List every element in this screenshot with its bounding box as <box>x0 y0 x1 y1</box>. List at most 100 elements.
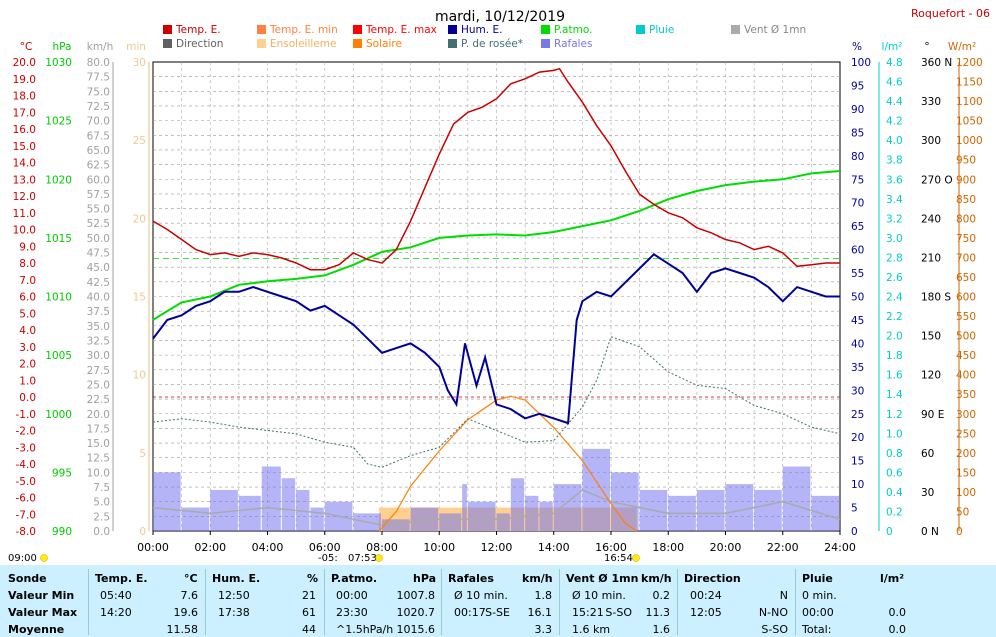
tick-hum: 100 <box>851 57 871 69</box>
tick-dir: 210 <box>921 252 941 264</box>
tick-rain: 4.2 <box>886 116 903 128</box>
tick-hum: 10 <box>851 479 864 491</box>
rafales-bar <box>553 484 582 531</box>
tick-hum: 20 <box>851 432 864 444</box>
summary-raf-v: 1.8 <box>534 589 553 602</box>
tick-wind: 12.5 <box>87 453 110 465</box>
tick-wind: 22.5 <box>87 394 110 406</box>
tick-hum: 75 <box>851 174 864 186</box>
tick-rain: 2.4 <box>886 292 903 304</box>
sunrise-time: 07:53 <box>348 553 377 564</box>
tick-solar: 1200 <box>956 57 983 69</box>
tick-wind: 57.5 <box>87 189 110 201</box>
time-tick: 20:00 <box>710 541 742 554</box>
tick-pressure: 1030 <box>45 57 72 69</box>
legend-swatch <box>257 39 266 48</box>
rafales-bar <box>181 507 210 531</box>
legend-swatch <box>448 39 457 48</box>
sun-times: 09:00 -05: 07:53 16:54 <box>8 553 640 564</box>
rafales-bar <box>467 501 496 531</box>
time-tick: 06:00 <box>309 541 341 554</box>
tick-dir: 0 N <box>921 526 939 538</box>
tick-pressure: 1020 <box>45 174 72 186</box>
tick-rain: 0.6 <box>886 467 903 479</box>
pressure-line <box>152 170 841 321</box>
tick-temp: 16.0 <box>13 124 36 136</box>
summary-hum-t: 17:38 <box>218 606 250 619</box>
summary-dir-t: 00:24 <box>690 589 722 602</box>
tick-rain: 1.2 <box>886 409 903 421</box>
tick-temp: 14.0 <box>13 158 36 170</box>
rafales-bar <box>462 484 467 531</box>
tick-wind: 52.5 <box>87 218 110 230</box>
sunrise-icon <box>375 554 383 562</box>
tick-dir: 300 <box>921 135 941 147</box>
tick-min: 25 <box>133 135 146 147</box>
summary-temp-t: 05:40 <box>100 589 132 602</box>
tick-wind: 45.0 <box>87 262 110 274</box>
tick-wind: 80.0 <box>87 57 110 69</box>
tick-pressure: 990 <box>52 526 72 538</box>
tick-wind: 7.5 <box>93 482 110 494</box>
tick-min: 0 <box>139 526 146 538</box>
summary-pl-t: 0 min. <box>802 589 837 602</box>
tick-wind: 37.5 <box>87 306 110 318</box>
tick-wind: 42.5 <box>87 277 110 289</box>
hdr-rafales: Rafales <box>448 572 494 585</box>
rafales-bar <box>525 495 539 531</box>
tick-hum: 85 <box>851 127 864 139</box>
hdr-vent: Vent Ø 1mn <box>566 572 639 585</box>
tick-dir: 30 <box>921 487 934 499</box>
tick-temp: 20.0 <box>13 57 36 69</box>
hdr-sonde: Sonde <box>8 572 47 585</box>
tick-rain: 0 <box>886 526 893 538</box>
tick-rain: 2.2 <box>886 311 903 323</box>
tick-min: 5 <box>139 448 146 460</box>
time-tick: 02:00 <box>194 541 226 554</box>
summary-pl-t: Total: <box>802 623 832 636</box>
tick-dir: 90 E <box>921 409 944 421</box>
sun-icon <box>40 554 48 562</box>
tick-hum: 5 <box>851 503 858 515</box>
tick-temp: 15.0 <box>13 141 36 153</box>
tick-temp: 5.0 <box>19 308 36 320</box>
tick-rain: 4.6 <box>886 77 903 89</box>
chart-title: mardi, 10/12/2019 <box>435 9 565 25</box>
summary-temp-t: 14:20 <box>100 606 132 619</box>
tick-hum: 60 <box>851 245 864 257</box>
tick-wind: 25.0 <box>87 379 110 391</box>
tick-pressure: 1005 <box>45 350 72 362</box>
tick-temp: 6.0 <box>19 292 36 304</box>
tick-hum: 0 <box>851 526 858 538</box>
axis-unit-hum: % <box>852 41 862 53</box>
summary-hum-v: 61 <box>302 606 316 619</box>
tick-wind: 72.5 <box>87 101 110 113</box>
tick-wind: 62.5 <box>87 160 110 172</box>
legend-label: Direction <box>176 38 223 50</box>
tick-solar: 1100 <box>956 96 983 108</box>
tick-dir: 60 <box>921 448 934 460</box>
rafales-bar <box>310 507 324 531</box>
tick-temp: 7.0 <box>19 275 36 287</box>
tick-solar: 850 <box>956 194 976 206</box>
summary-hum-v: 44 <box>302 623 316 636</box>
tick-temp: -3.0 <box>16 442 37 454</box>
axis-unit-wind: km/h <box>87 41 114 53</box>
rafales-bar <box>410 507 439 531</box>
temperature-line <box>152 67 840 271</box>
tick-dir: 330 <box>921 96 941 108</box>
summary-raf-v: 16.1 <box>527 606 553 619</box>
time-tick: 22:00 <box>767 541 799 554</box>
summary-raf-v: 3.3 <box>534 623 553 636</box>
tick-temp: -5.0 <box>16 476 37 488</box>
tick-temp: -7.0 <box>16 509 37 521</box>
summary-temp-v: 7.6 <box>180 589 199 602</box>
summary-raf-d: S-SE <box>485 606 510 619</box>
tick-dir: 270 O <box>921 174 953 186</box>
summary-label: Valeur Max <box>8 606 78 619</box>
tick-wind: 70.0 <box>87 116 110 128</box>
rafales-bar <box>153 472 181 531</box>
summary-vent-v: 1.6 <box>652 623 671 636</box>
axis-unit-min: min <box>126 41 146 53</box>
rafales-bar <box>782 466 811 531</box>
